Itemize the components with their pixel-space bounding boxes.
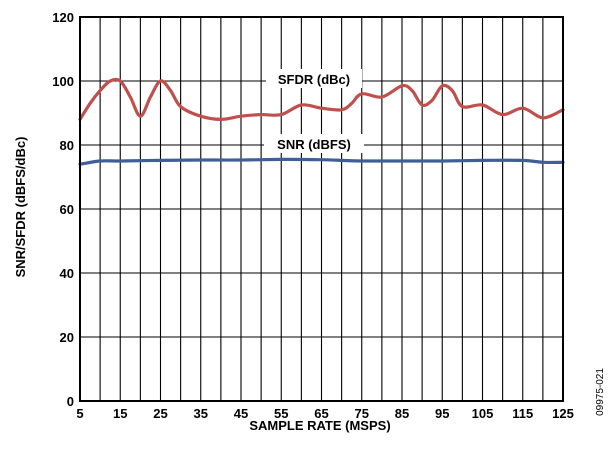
y-axis-title: SNR/SFDR (dBFS/dBc) [13, 137, 28, 278]
x-tick-label: 65 [314, 406, 328, 421]
x-tick-label: 85 [395, 406, 409, 421]
sfdr-line [78, 77, 565, 121]
y-tick-label: 120 [52, 10, 74, 25]
x-tick-label: 25 [153, 406, 167, 421]
sfdr-label-group: SFDR (dBc) [266, 69, 362, 88]
plot-border [79, 16, 564, 402]
x-tick-label: 105 [472, 406, 494, 421]
series-lines [78, 77, 565, 166]
x-axis-title: SAMPLE RATE (MSPS) [249, 418, 390, 433]
snr-label-background [264, 134, 364, 153]
x-tick-label: 115 [512, 406, 533, 421]
y-tick-label: 0 [67, 394, 74, 409]
y-tick-label: 80 [60, 138, 74, 153]
sfdr-label-background [266, 69, 362, 88]
y-tick-label: 20 [60, 330, 74, 345]
snr-series-label: SNR (dBFS) [277, 137, 351, 152]
sfdr-series-label: SFDR (dBc) [278, 72, 350, 87]
x-tick-label: 15 [113, 406, 127, 421]
plot-frame [79, 16, 564, 402]
y-tick-label: 40 [60, 266, 74, 281]
y-tick-label: 100 [52, 74, 74, 89]
snr-label-group: SNR (dBFS) [264, 134, 364, 153]
x-tick-label: 95 [435, 406, 449, 421]
figure-id-label: 09975-021 [595, 368, 606, 416]
snr-line [78, 157, 565, 166]
x-tick-label: 55 [274, 406, 288, 421]
x-tick-label: 125 [552, 406, 574, 421]
y-tick-labels: 0 20 40 60 80 100 120 [52, 10, 74, 409]
x-tick-label: 35 [194, 406, 208, 421]
y-tick-label: 60 [60, 202, 74, 217]
x-tick-label: 75 [355, 406, 369, 421]
x-tick-labels: 5 15 25 35 45 55 65 75 85 95 105 115 125 [76, 406, 573, 421]
x-tick-label: 5 [76, 406, 83, 421]
x-tick-label: 45 [234, 406, 248, 421]
